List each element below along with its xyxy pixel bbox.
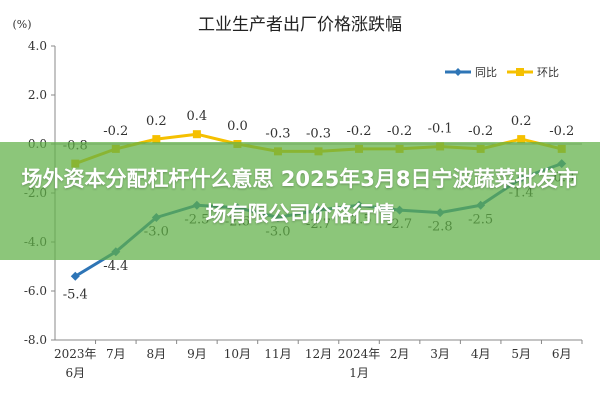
data-label: -0.2: [387, 124, 412, 139]
legend-label: 环比: [537, 66, 559, 79]
data-label: -5.4: [63, 287, 88, 302]
legend-marker: [454, 68, 462, 76]
data-label: -0.3: [306, 126, 331, 141]
chart-title: 工业生产者出厂价格涨跌幅: [198, 15, 402, 35]
x-tick-label: 8月: [147, 347, 167, 361]
series-point: [152, 135, 161, 144]
series-point: [192, 130, 201, 139]
data-label: -0.2: [346, 124, 371, 139]
series-point: [70, 271, 80, 281]
x-tick-label: 11月: [264, 347, 291, 361]
data-label: 0.2: [146, 114, 167, 129]
data-label: -0.2: [103, 124, 128, 139]
x-tick-label: 2024年: [338, 347, 381, 361]
overlay-text: 场外资本分配杠杆什么意思 2025年3月8日宁波蔬菜批发市场有限公司价格行情: [21, 167, 579, 226]
data-label: 0.4: [187, 109, 208, 124]
data-label: -0.2: [549, 124, 574, 139]
y-axis-label: (%): [12, 18, 31, 31]
y-tick-label: -6.0: [24, 284, 47, 298]
data-label: -4.4: [103, 259, 128, 274]
series-point: [517, 135, 526, 144]
data-label: -0.3: [265, 126, 290, 141]
data-label: 0.0: [227, 119, 248, 134]
y-tick-label: 2.0: [28, 88, 47, 102]
x-tick-label: 9月: [187, 347, 207, 361]
x-tick-label: 1月: [349, 366, 369, 380]
x-tick-label: 5月: [511, 347, 531, 361]
x-tick-label: 4月: [471, 347, 491, 361]
x-tick-label: 12月: [305, 347, 332, 361]
overlay-banner: [0, 142, 600, 260]
legend-marker: [516, 68, 524, 76]
data-label: -0.1: [428, 121, 453, 136]
legend-label: 同比: [475, 66, 497, 79]
y-tick-label: 4.0: [28, 39, 47, 53]
x-tick-label: 6月: [65, 366, 85, 380]
data-label: -0.2: [468, 124, 493, 139]
x-tick-label: 3月: [430, 347, 450, 361]
x-tick-label: 6月: [552, 347, 572, 361]
x-tick-label: 2月: [390, 347, 410, 361]
x-tick-label: 7月: [106, 347, 126, 361]
x-tick-label: 2023年: [54, 347, 97, 361]
y-tick-label: -8.0: [24, 333, 47, 347]
data-label: 0.2: [511, 114, 532, 129]
x-tick-label: 10月: [224, 347, 251, 361]
